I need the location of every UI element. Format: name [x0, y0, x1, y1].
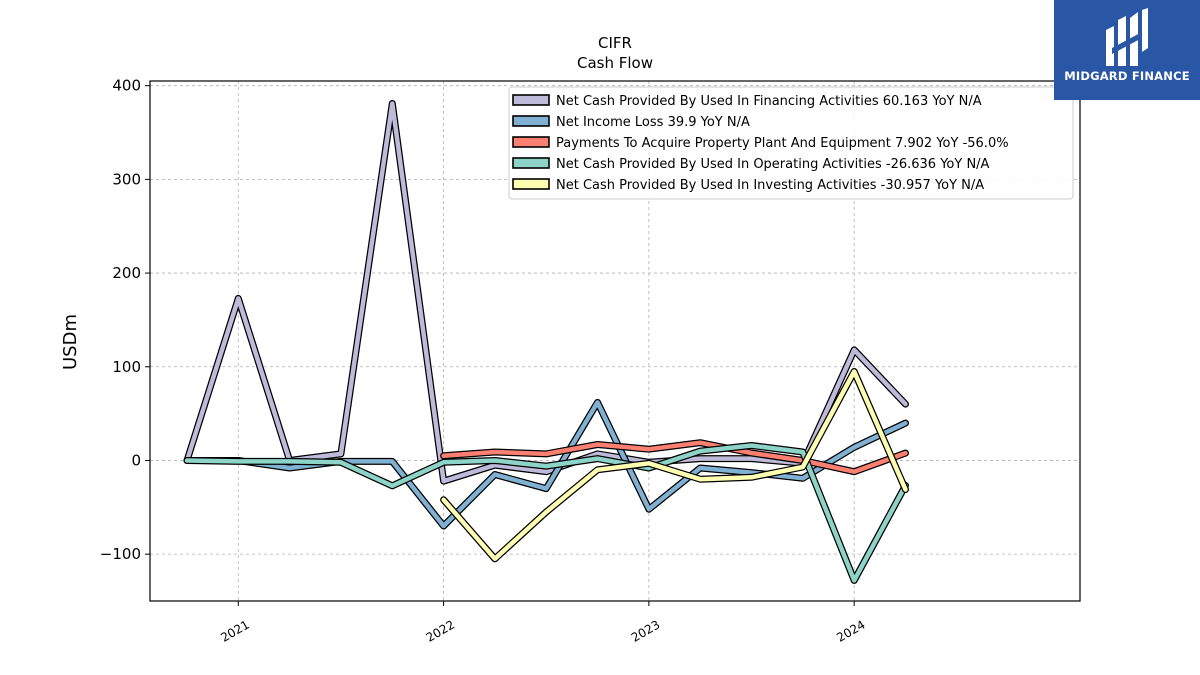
legend-entry: Payments To Acquire Property Plant And E… [556, 136, 1009, 151]
y-tick-label: 200 [112, 264, 141, 282]
chart-subtitle: Cash Flow [577, 54, 653, 72]
y-tick-label: 100 [112, 358, 141, 376]
legend-swatch [512, 157, 550, 169]
series-lines [183, 100, 909, 584]
series-line-4 [183, 442, 909, 584]
legend-swatch [512, 94, 550, 106]
chart-title: CIFR [598, 34, 632, 52]
midgard-logo-icon [1106, 8, 1148, 66]
legend-entry: Net Income Loss 39.9 YoY N/A [556, 115, 750, 130]
series-line-3 [440, 439, 909, 476]
legend-swatch [512, 178, 550, 190]
legend: Net Cash Provided By Used In Financing A… [508, 86, 1074, 200]
y-tick-label: 300 [112, 170, 141, 188]
legend-entry: Net Cash Provided By Used In Investing A… [556, 178, 984, 193]
x-tick-label: 2021 [218, 617, 251, 644]
series-line-2 [183, 398, 909, 530]
logo-text: MIDGARD FINANCE [1064, 69, 1190, 83]
legend-swatch [512, 136, 550, 148]
legend-box [508, 86, 1074, 200]
y-axis-label: USDm [60, 314, 81, 370]
legend-entry: Net Cash Provided By Used In Financing A… [556, 94, 982, 109]
legend-swatch [512, 115, 550, 127]
plot-frame [149, 80, 1081, 602]
x-tick-label: 2023 [629, 617, 662, 644]
y-tick-label: 0 [131, 451, 141, 469]
series-line-5 [440, 368, 909, 563]
y-tick-label: −100 [100, 545, 141, 563]
midgard-finance-logo: MIDGARD FINANCE [1054, 0, 1200, 100]
x-tick-label: 2024 [834, 617, 867, 644]
legend-entry: Net Cash Provided By Used In Operating A… [556, 157, 990, 172]
x-tick-label: 2022 [424, 617, 457, 644]
y-tick-label: 400 [112, 77, 141, 95]
